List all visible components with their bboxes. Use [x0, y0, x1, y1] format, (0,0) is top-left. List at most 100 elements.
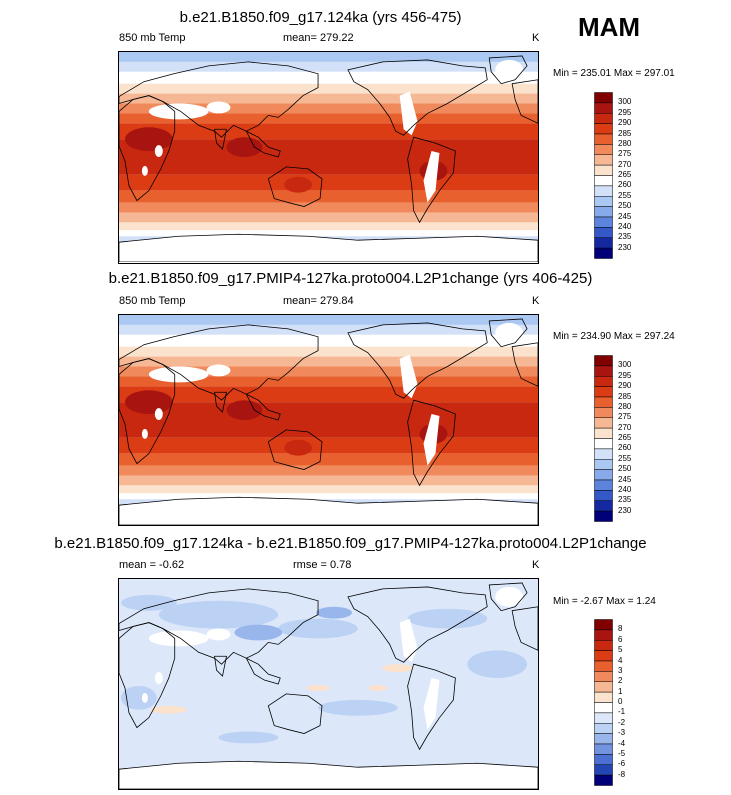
coastline-india — [214, 391, 227, 413]
warming-region — [306, 684, 330, 691]
colorbar-box — [594, 227, 613, 238]
colorbar-box — [594, 144, 613, 155]
masked-region — [495, 586, 524, 607]
temperature-band — [119, 113, 538, 124]
colorbar-label: 285 — [618, 128, 632, 138]
colorbar-box — [594, 237, 613, 249]
coastline-seasia — [245, 393, 281, 421]
colorbar-label: 275 — [618, 412, 632, 422]
colorbar-label: 235 — [618, 495, 632, 505]
coastline-eurasia — [119, 61, 319, 138]
colorbar-box — [594, 123, 613, 135]
colorbar-box — [594, 185, 613, 197]
panel-1-left-label: 850 mb Temp — [119, 32, 186, 44]
masked-region — [141, 428, 148, 439]
coastline-namerica — [347, 586, 488, 663]
antarctica — [119, 496, 538, 525]
colorbar-box — [594, 743, 613, 755]
coastline-eurasia — [119, 324, 319, 401]
colorbar-box — [594, 216, 613, 228]
colorbar-box — [594, 154, 613, 166]
colorbar-label: 295 — [618, 370, 632, 380]
colorbar-box — [594, 175, 613, 187]
panel-2-mean-label: mean= 279.84 — [283, 295, 354, 307]
colorbar-box — [594, 427, 613, 439]
masked-region — [154, 408, 163, 420]
colorbar-box — [594, 691, 613, 703]
colorbar-label: 300 — [618, 97, 632, 107]
warm-anomaly-region — [284, 176, 313, 193]
temperature-band — [119, 222, 538, 231]
panel-1-title: b.e21.B1850.f09_g17.124ka (yrs 456-475) — [179, 9, 462, 26]
coastline-namerica — [347, 59, 488, 136]
cooling-region — [278, 618, 358, 639]
colorbar-boxes — [594, 92, 613, 259]
warm-anomaly-region — [226, 400, 263, 420]
coastline-europe — [511, 79, 538, 124]
colorbar-box — [594, 448, 613, 460]
temperature-band — [119, 493, 538, 500]
coastline-australia — [267, 166, 323, 207]
temperature-band — [119, 103, 538, 114]
cooling-region — [318, 699, 398, 716]
panel-2-minmax: Min = 234.90 Max = 297.24 — [553, 331, 675, 342]
temperature-band — [119, 52, 538, 62]
temperature-band — [119, 123, 538, 140]
panel-1-map — [118, 51, 539, 264]
temperature-band — [119, 346, 538, 357]
panel-2-map — [118, 314, 539, 526]
colorbar-box — [594, 733, 613, 745]
masked-region — [423, 151, 440, 203]
warming-region — [367, 684, 388, 691]
temperature-band — [119, 465, 538, 476]
colorbar-label: 250 — [618, 201, 632, 211]
colorbar-label: -1 — [618, 707, 626, 717]
season-label: MAM — [578, 12, 641, 42]
colorbar-box — [594, 355, 613, 367]
colorbar-label: -3 — [618, 728, 626, 738]
colorbar-label: 1 — [618, 686, 623, 696]
colorbar-box — [594, 479, 613, 491]
temperature-band — [119, 386, 538, 403]
strong-cooling-region — [234, 624, 283, 641]
map-field — [119, 579, 538, 789]
cooling-region — [218, 731, 279, 744]
colorbar-box — [594, 376, 613, 387]
colorbar-box — [594, 113, 613, 124]
colorbar-label: 5 — [618, 645, 623, 655]
colorbar-label: 285 — [618, 391, 632, 401]
colorbar-box — [594, 102, 613, 114]
map-field — [119, 315, 538, 525]
temperature-band — [119, 475, 538, 486]
colorbar-label: 235 — [618, 232, 632, 242]
colorbar-box — [594, 133, 613, 145]
colorbar-label: 280 — [618, 401, 632, 411]
colorbar-label: 265 — [618, 433, 632, 442]
cooling-region — [407, 608, 488, 629]
masked-region — [423, 678, 440, 730]
temperature-band — [119, 202, 538, 213]
panel-3-minmax: Min = -2.67 Max = 1.24 — [553, 596, 656, 607]
masked-region — [495, 322, 524, 343]
map-field — [119, 52, 538, 262]
colorbar-label: 290 — [618, 118, 632, 128]
panel-3-map — [118, 578, 539, 790]
warming-region — [381, 664, 414, 673]
masked-region — [141, 692, 148, 703]
colorbar-box — [594, 723, 613, 734]
colorbar-box — [594, 510, 613, 522]
temperature-band — [119, 402, 538, 438]
colorbar-box — [594, 764, 613, 776]
antarctica — [119, 233, 538, 262]
coastline-australia — [267, 693, 323, 734]
colorbar-boxes — [594, 355, 613, 522]
masked-region — [141, 165, 148, 176]
colorbar-box — [594, 650, 613, 662]
colorbar-label: 260 — [618, 443, 632, 453]
panel-2-colorbar: 300 295 290 285 280 275 270 265 260 255 250 245 240 2… — [594, 355, 654, 522]
colorbar-label: 3 — [618, 665, 623, 675]
colorbar-box — [594, 365, 613, 377]
colorbar-box — [594, 206, 613, 218]
coastline-greenland — [488, 55, 528, 85]
masked-region — [154, 145, 163, 157]
